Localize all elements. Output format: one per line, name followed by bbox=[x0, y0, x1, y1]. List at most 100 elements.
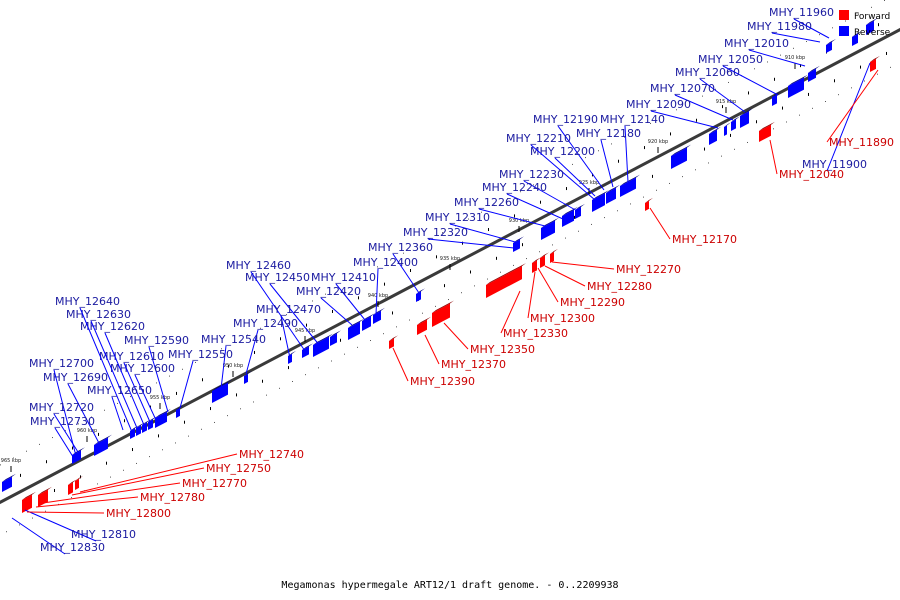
track-tick bbox=[20, 473, 21, 477]
gene-label-mhy-12180: MHY_12180 bbox=[576, 127, 641, 140]
reverse-gene-feature bbox=[724, 122, 731, 136]
label-leader-line bbox=[11, 517, 66, 555]
label-leader-line bbox=[104, 332, 145, 426]
track-tick bbox=[722, 105, 723, 109]
gene-label-mhy-12740: MHY_12740 bbox=[239, 448, 304, 461]
reverse-gene-feature bbox=[288, 350, 296, 364]
track-dot bbox=[39, 443, 40, 445]
track-dot bbox=[702, 95, 703, 97]
track-tick bbox=[410, 269, 411, 273]
forward-gene-feature bbox=[389, 335, 398, 349]
track-dot bbox=[52, 437, 53, 439]
gene-label-mhy-12650: MHY_12650 bbox=[87, 384, 152, 397]
track-tick bbox=[522, 243, 523, 247]
track-dot bbox=[305, 374, 306, 376]
track-dot bbox=[182, 368, 183, 370]
track-dot bbox=[26, 450, 27, 452]
track-dot bbox=[767, 61, 768, 63]
track-dot bbox=[650, 122, 651, 124]
track-tick bbox=[210, 407, 211, 411]
track-dot bbox=[773, 128, 774, 130]
label-leader-line bbox=[554, 157, 596, 197]
track-tick bbox=[860, 65, 861, 69]
forward-gene-labels: MHY_11890 MHY_12040 MHY_12170 MHY_12270 MHY_… bbox=[26, 69, 894, 520]
track-dot bbox=[819, 34, 820, 36]
gene-label-mhy-12230: MHY_12230 bbox=[499, 168, 564, 181]
gene-label-mhy-12260: MHY_12260 bbox=[454, 196, 519, 209]
reverse-gene-feature bbox=[212, 379, 232, 403]
track-dot bbox=[169, 375, 170, 377]
track-tick bbox=[540, 200, 541, 204]
track-dot bbox=[468, 218, 469, 220]
track-dot bbox=[162, 449, 163, 451]
track-dot bbox=[507, 198, 508, 200]
track-dot bbox=[45, 510, 46, 512]
label-leader-line bbox=[392, 253, 420, 294]
track-dot bbox=[793, 47, 794, 49]
track-dot bbox=[13, 457, 14, 459]
label-leader-line bbox=[523, 180, 580, 213]
track-tick bbox=[288, 366, 289, 370]
label-leader-line bbox=[245, 329, 259, 375]
track-dot bbox=[71, 497, 72, 499]
track-dot bbox=[578, 230, 579, 232]
track-dot bbox=[97, 483, 98, 485]
track-dot bbox=[487, 278, 488, 280]
track-dot bbox=[871, 6, 872, 8]
gene-label-mhy-12470: MHY_12470 bbox=[256, 303, 321, 316]
track-dot bbox=[877, 73, 878, 75]
forward-gene-feature bbox=[870, 55, 880, 72]
track-dot bbox=[552, 244, 553, 246]
track-dot bbox=[32, 517, 33, 519]
gene-label-mhy-12190: MHY_12190 bbox=[533, 113, 598, 126]
track-dot bbox=[682, 176, 683, 178]
track-dot bbox=[110, 476, 111, 478]
label-leader-line bbox=[769, 139, 778, 175]
track-tick bbox=[280, 337, 281, 341]
track-tick bbox=[72, 446, 73, 450]
track-dot bbox=[812, 107, 813, 109]
kbp-tick-label: 910 kbp bbox=[785, 55, 805, 61]
kbp-tick-label: 960 kbp bbox=[77, 428, 97, 434]
gene-label-mhy-12010: MHY_12010 bbox=[724, 37, 789, 50]
track-dot bbox=[825, 101, 826, 103]
gene-label-mhy-12750: MHY_12750 bbox=[206, 462, 271, 475]
track-dot bbox=[383, 333, 384, 335]
track-tick bbox=[332, 309, 333, 313]
kbp-tick-label: 940 kbp bbox=[368, 293, 388, 299]
track-dot bbox=[539, 251, 540, 253]
track-dot bbox=[351, 279, 352, 281]
track-tick bbox=[392, 311, 393, 315]
track-dot bbox=[0, 464, 1, 466]
gene-label-mhy-12460: MHY_12460 bbox=[226, 259, 291, 272]
track-dot bbox=[838, 94, 839, 96]
track-dot bbox=[175, 442, 176, 444]
gene-label-mhy-12770: MHY_12770 bbox=[182, 477, 247, 490]
gene-label-mhy-12610: MHY_12610 bbox=[99, 350, 164, 363]
reverse-gene-labels: MHY_11960MHY_11980MHY_12010MHY_12050MHY_… bbox=[11, 6, 871, 555]
track-tick bbox=[54, 489, 55, 493]
label-leader-line bbox=[544, 265, 586, 287]
track-tick bbox=[306, 323, 307, 327]
track-tick bbox=[98, 432, 99, 436]
reverse-gene-feature bbox=[866, 17, 878, 35]
track-tick bbox=[696, 118, 697, 122]
track-dot bbox=[331, 360, 332, 362]
label-leader-line bbox=[35, 496, 139, 508]
track-dot bbox=[637, 129, 638, 131]
reverse-gene-feature bbox=[302, 343, 313, 358]
track-tick bbox=[106, 461, 107, 465]
kbp-tick-label: 925 kbp bbox=[579, 180, 599, 186]
kbp-tick-label: 965 kbp bbox=[1, 458, 21, 464]
reverse-gene-feature bbox=[155, 408, 171, 428]
track-dot bbox=[136, 462, 137, 464]
label-leader-line bbox=[179, 360, 194, 409]
track-tick bbox=[496, 256, 497, 260]
label-leader-line bbox=[53, 369, 77, 457]
reverse-gene-feature bbox=[606, 184, 620, 204]
track-tick bbox=[704, 147, 705, 151]
reverse-gene-feature bbox=[709, 126, 721, 145]
gene-label-mhy-12540: MHY_12540 bbox=[201, 333, 266, 346]
kbp-ticks: 910 kbp 915 kbp 920 kbp 925 kbp 930 kbp 935 k… bbox=[1, 55, 805, 472]
track-dot bbox=[656, 189, 657, 191]
